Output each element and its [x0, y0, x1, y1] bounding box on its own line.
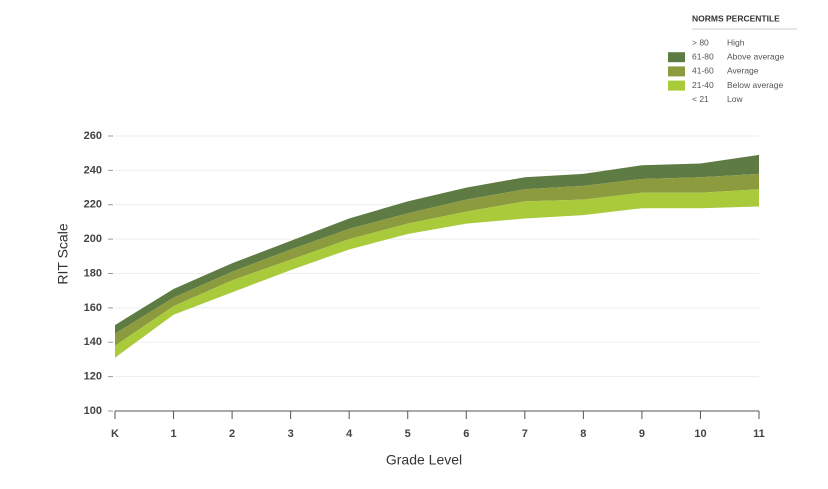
- x-tick-label: 2: [229, 428, 235, 440]
- legend-range: 41-60: [692, 66, 714, 76]
- y-tick-label: 200: [84, 233, 102, 245]
- legend-swatch: [668, 52, 685, 63]
- y-axis-label: RIT Scale: [55, 223, 71, 284]
- x-tick-label: 10: [694, 428, 706, 440]
- legend-title: NORMS PERCENTILE: [692, 13, 780, 23]
- x-tick-label: 4: [346, 428, 353, 440]
- y-tick-label: 260: [84, 130, 102, 142]
- x-tick-label: 7: [522, 428, 528, 440]
- legend-label: Below average: [727, 80, 784, 90]
- x-tick-label: 9: [639, 428, 645, 440]
- legend-label: Above average: [727, 51, 784, 61]
- x-tick-label: 1: [170, 428, 176, 440]
- y-tick-label: 140: [84, 336, 102, 348]
- legend-label: High: [727, 37, 745, 47]
- band: [115, 173, 759, 346]
- legend-range: 21-40: [692, 80, 714, 90]
- y-tick-label: 120: [84, 371, 102, 383]
- legend-label: Low: [727, 94, 743, 104]
- x-tick-label: 3: [288, 428, 294, 440]
- legend-range: < 21: [692, 94, 709, 104]
- x-tick-label: K: [111, 428, 119, 440]
- y-tick-label: 220: [84, 199, 102, 211]
- legend-swatch: [668, 66, 685, 77]
- legend-range: 61-80: [692, 51, 714, 61]
- legend-swatch: [668, 80, 685, 91]
- y-tick-label: 240: [84, 164, 102, 176]
- x-axis-label: Grade Level: [386, 452, 462, 468]
- x-tick-label: 11: [753, 428, 765, 440]
- band: [115, 189, 759, 358]
- y-tick-label: 160: [84, 302, 102, 314]
- x-tick-label: 8: [580, 428, 586, 440]
- legend-label: Average: [727, 66, 759, 76]
- band: [115, 154, 759, 334]
- legend-range: > 80: [692, 37, 709, 47]
- x-tick-label: 5: [405, 428, 411, 440]
- y-tick-label: 100: [84, 405, 102, 417]
- x-tick-label: 6: [463, 428, 469, 440]
- y-tick-label: 180: [84, 267, 102, 279]
